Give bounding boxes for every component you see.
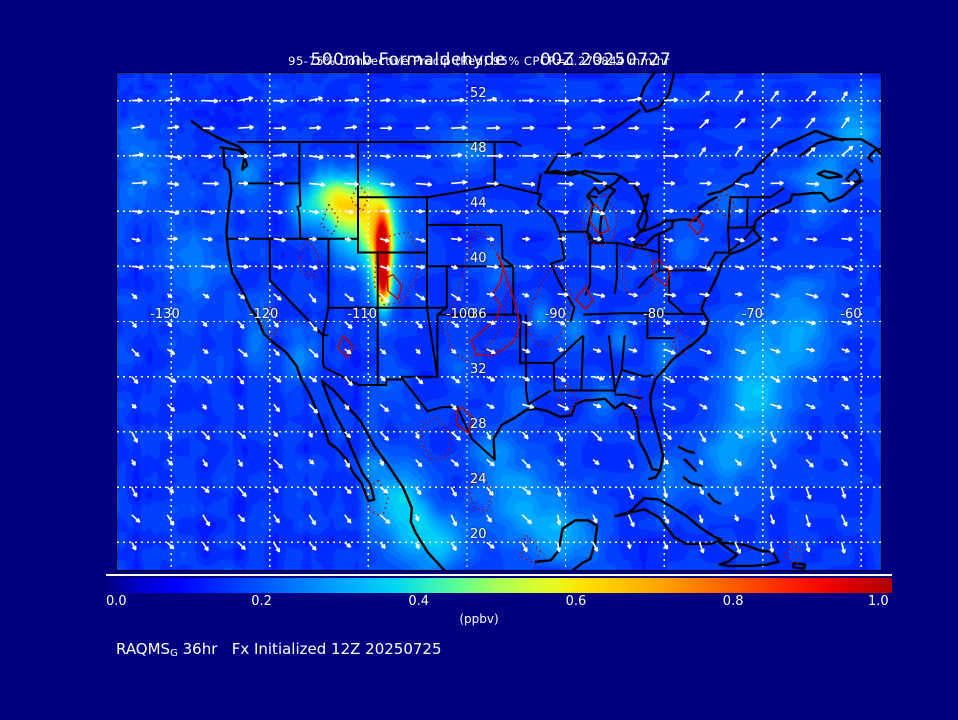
lon-label-neg70: -70 — [741, 306, 763, 322]
colorbar-units: (ppbv) — [459, 612, 499, 626]
colorbar-tick-0p4: 0.4 — [408, 594, 430, 609]
map-panel[interactable] — [116, 72, 882, 571]
lat-label-28: 28 — [469, 416, 487, 432]
map-overlays — [117, 73, 881, 570]
lon-label-neg130: -130 — [150, 306, 180, 322]
lat-label-40: 40 — [469, 251, 487, 267]
page-title: 500mb Formaldehyde 00Z 20250727 — [0, 30, 958, 90]
lat-label-44: 44 — [469, 196, 487, 212]
lon-label-neg120: -120 — [248, 306, 279, 322]
footer-text: RAQMSG 36hr Fx Initialized 12Z 20250725 — [116, 640, 442, 659]
lon-label-neg80: -80 — [643, 306, 665, 322]
state-borders — [228, 141, 785, 461]
model-subscript: G — [170, 648, 178, 659]
wind-vectors — [131, 89, 855, 554]
lat-label-32: 32 — [469, 361, 487, 377]
model-name: RAQMS — [116, 640, 171, 658]
title-variable: 500mb Formaldehyde — [310, 50, 506, 70]
colorbar-tick-0p2: 0.2 — [251, 594, 272, 609]
colorbar-tick-0p8: 0.8 — [722, 594, 744, 609]
lon-label-neg90: -90 — [544, 306, 566, 322]
lat-label-36: 36 — [469, 306, 487, 322]
lon-label-neg100: -100 — [445, 306, 476, 322]
colorbar-tick-0p0: 0.0 — [106, 594, 127, 609]
page-subtitle: 95-75% Convective Precip (Red) 95% CPCP=… — [288, 54, 670, 68]
colorbar — [106, 578, 892, 593]
colorbar-tick-0p6: 0.6 — [565, 594, 587, 609]
convective-precip-contours — [261, 182, 803, 566]
title-valid-time: 00Z 20250727 — [539, 50, 672, 70]
lon-label-neg60: -60 — [840, 306, 862, 322]
lat-label-20: 20 — [469, 527, 487, 543]
lon-label-neg110: -110 — [347, 306, 377, 322]
forecast-lead: 36hr Fx Initialized 12Z 20250725 — [182, 640, 442, 658]
colorbar-gradient — [106, 578, 892, 593]
colorbar-top-rule — [106, 574, 892, 576]
gridlines — [117, 73, 881, 570]
lat-label-48: 48 — [469, 140, 487, 156]
lat-label-24: 24 — [469, 472, 487, 488]
colorbar-tick-1p0: 1.0 — [868, 594, 889, 609]
lat-label-52: 52 — [469, 85, 487, 101]
